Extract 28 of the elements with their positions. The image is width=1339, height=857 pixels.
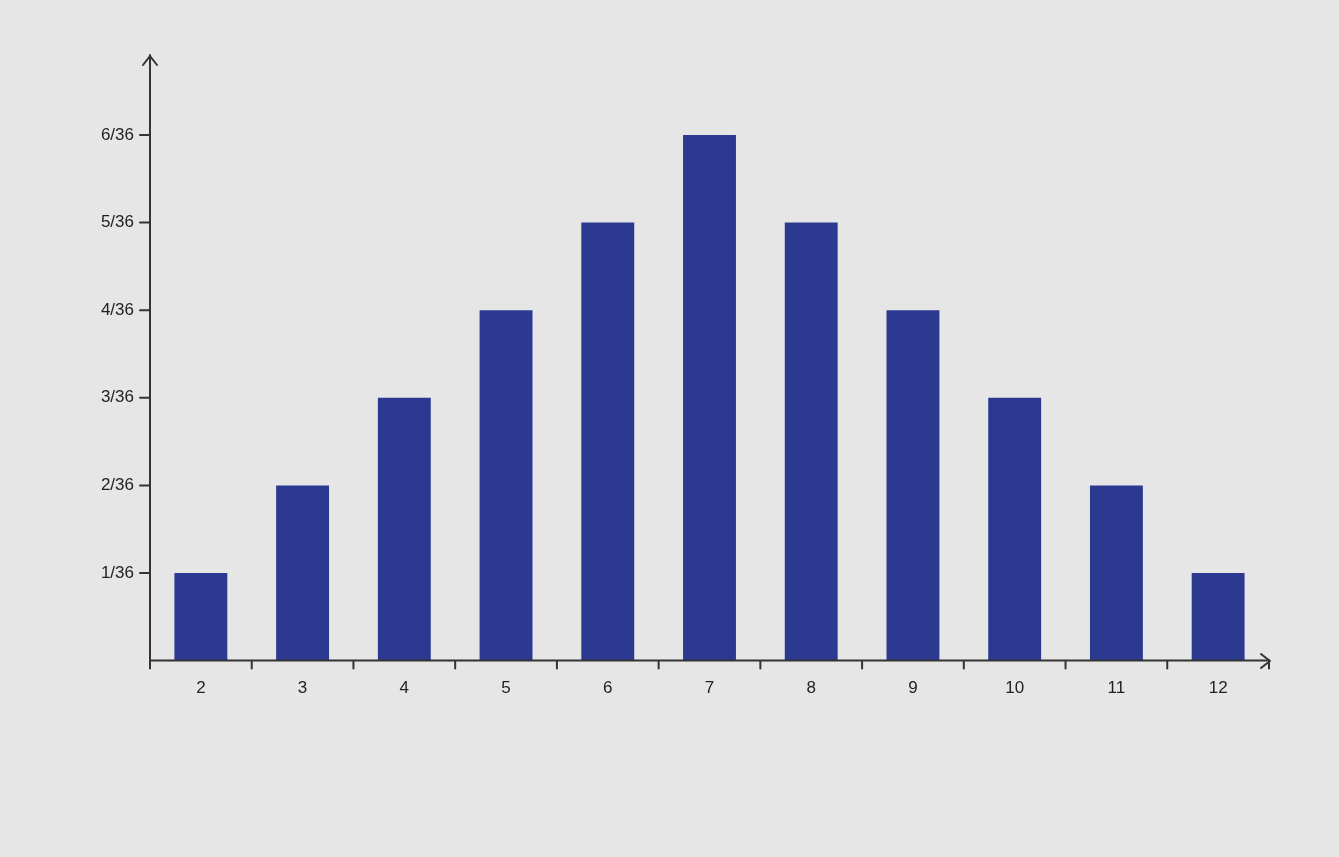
bar — [683, 135, 736, 661]
x-tick-label: 3 — [297, 678, 308, 698]
x-tick-label: 4 — [399, 678, 410, 698]
x-tick-label: 9 — [908, 678, 918, 698]
bar — [1089, 485, 1143, 661]
x-tick-label: 7 — [704, 678, 715, 698]
x-tick-label: 5 — [501, 678, 511, 698]
bar — [886, 310, 940, 661]
text: 2/36 — [100, 475, 134, 495]
x-tick-label: 6 — [603, 678, 613, 698]
bar — [174, 572, 228, 661]
text: 6/36 — [100, 124, 134, 144]
bar — [1191, 572, 1245, 661]
text: 4/36 — [100, 299, 134, 319]
bar — [784, 222, 838, 661]
text: 3/36 — [100, 387, 134, 407]
bar — [479, 310, 533, 661]
x-tick-label: 8 — [806, 678, 816, 698]
bar — [581, 222, 635, 661]
x-tick-label: 12 — [1208, 678, 1228, 698]
bar — [988, 397, 1042, 661]
bar — [276, 485, 330, 661]
x-tick-label: 11 — [1107, 678, 1126, 698]
text: 1/36 — [100, 562, 134, 582]
text: 5/36 — [100, 212, 134, 232]
bar — [377, 397, 431, 661]
x-tick-label: 10 — [1005, 678, 1025, 698]
x-tick-label: 2 — [196, 678, 206, 698]
